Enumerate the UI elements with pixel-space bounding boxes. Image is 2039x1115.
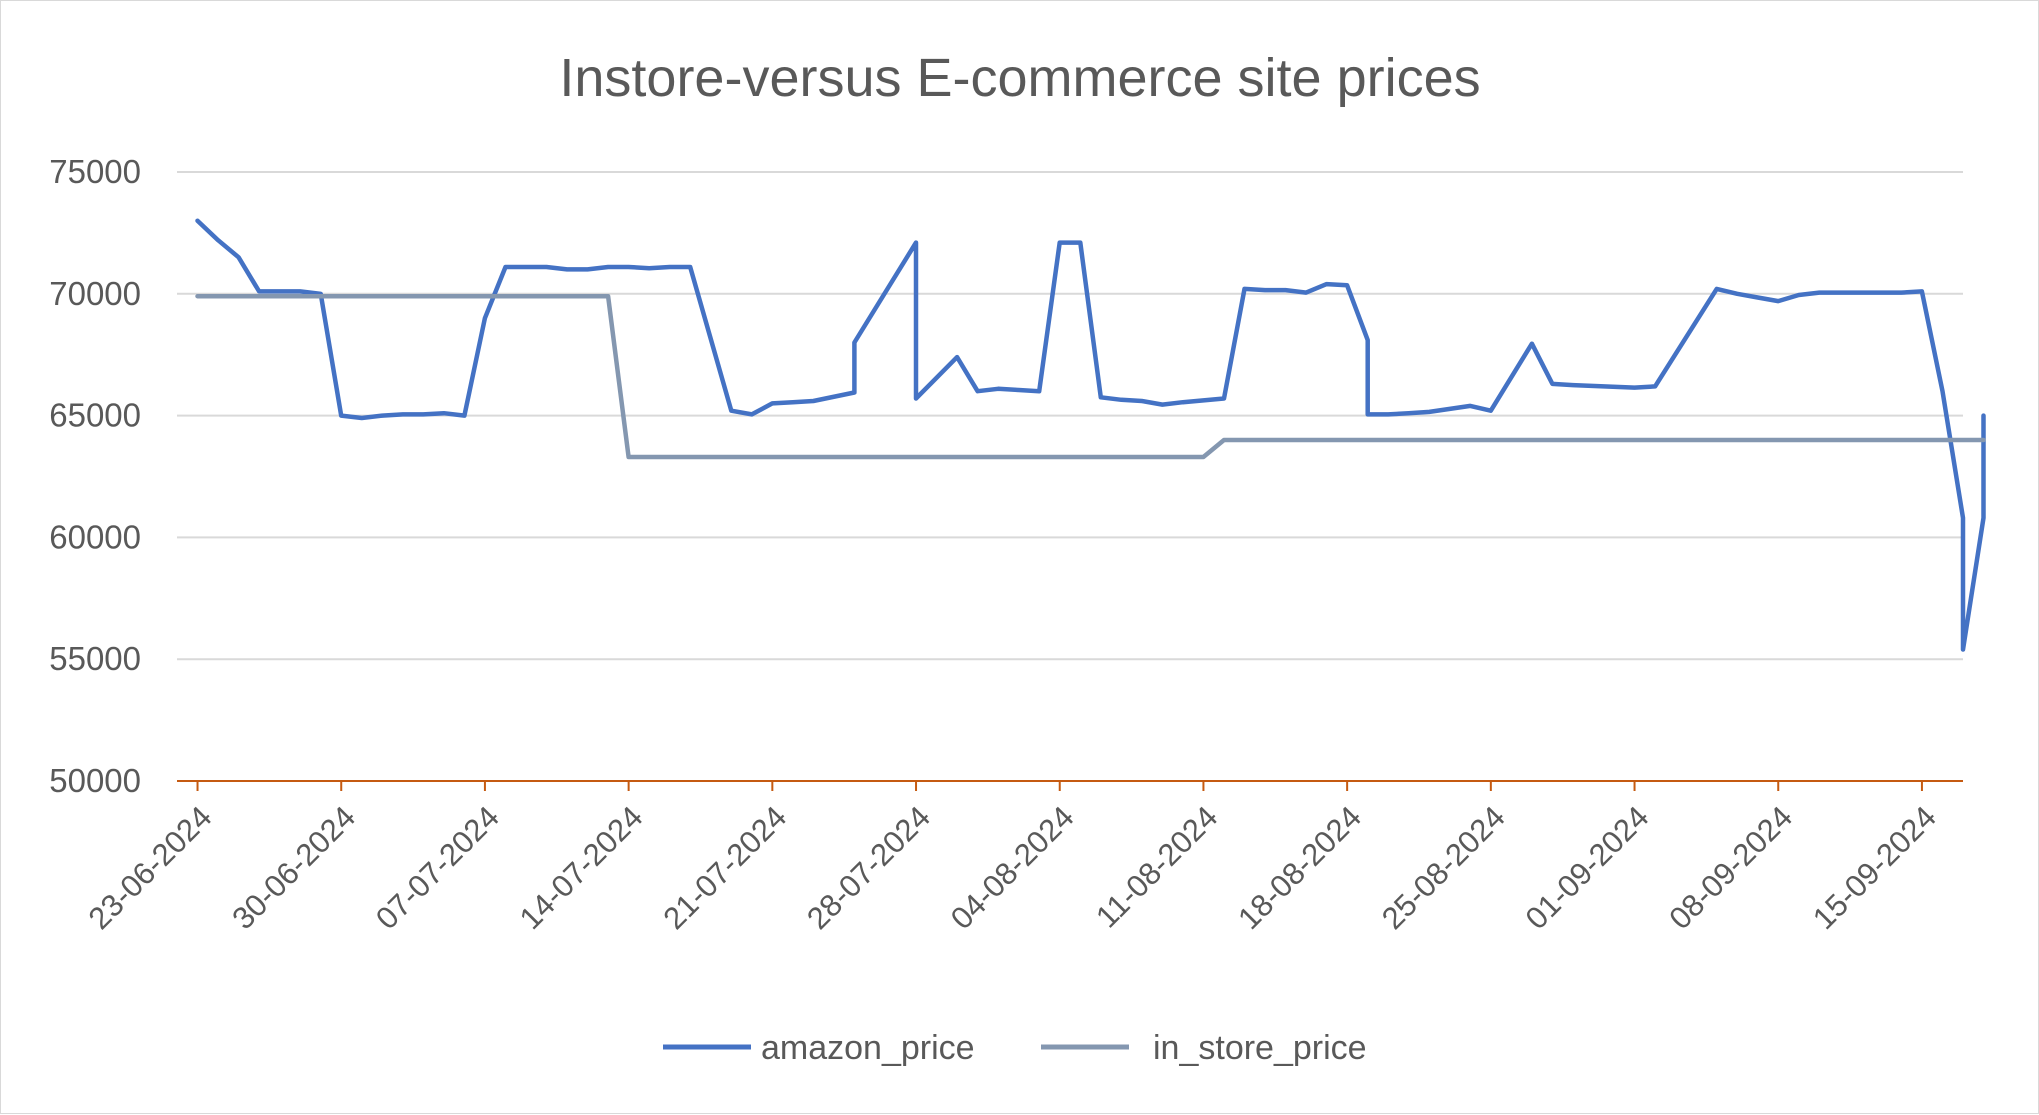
y-tick-label: 50000: [49, 762, 141, 799]
y-tick-label: 60000: [49, 518, 141, 555]
y-tick-label: 70000: [49, 275, 141, 312]
x-tick-label: 14-07-2024: [513, 799, 650, 936]
series-line-in-store-price: [195, 293, 1986, 460]
x-tick-label: 01-09-2024: [1519, 799, 1656, 936]
chart-title: Instore-versus E-commerce site prices: [559, 48, 1480, 108]
y-tick-label: 75000: [49, 153, 141, 190]
x-tick-label: 18-08-2024: [1231, 799, 1368, 936]
x-tick-label: 11-08-2024: [1089, 799, 1224, 934]
y-tick-label: 55000: [49, 640, 141, 677]
legend-label: in_store_price: [1153, 1029, 1367, 1067]
x-tick-label: 04-08-2024: [944, 799, 1081, 936]
y-tick-label: 65000: [49, 397, 141, 434]
x-tick-label: 08-09-2024: [1662, 799, 1799, 936]
x-tick-label: 23-06-2024: [82, 799, 219, 936]
x-tick-label: 30-06-2024: [225, 799, 362, 936]
series-lines: [195, 218, 1986, 652]
x-tick-label: 25-08-2024: [1375, 799, 1512, 936]
x-tick-label: 07-07-2024: [369, 799, 506, 936]
x-tick-label: 15-09-2024: [1806, 799, 1943, 936]
legend-label: amazon_price: [761, 1029, 975, 1067]
legend: amazon_price in_store_price: [663, 1029, 1367, 1067]
x-tick-label: 21-07-2024: [656, 799, 793, 936]
x-tick-label: 28-07-2024: [800, 799, 937, 936]
gridlines: [177, 171, 1963, 661]
axes: 50000 55000 60000 65000 70000 75000 23-06-2024…: [49, 153, 1963, 936]
series-line-amazon-price: [195, 218, 1986, 652]
